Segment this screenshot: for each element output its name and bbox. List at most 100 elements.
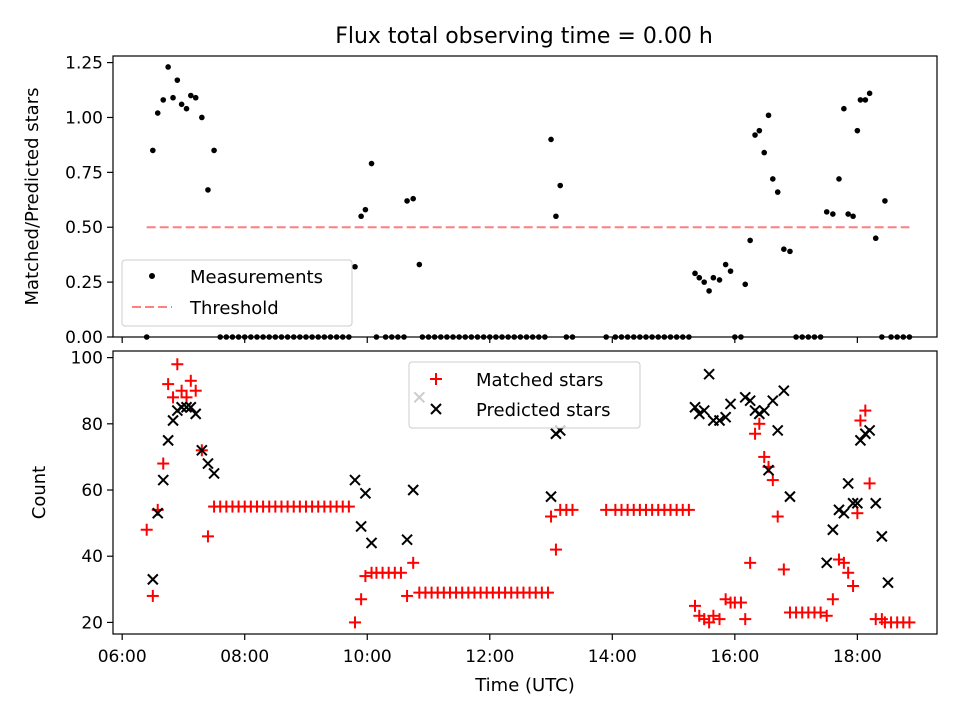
measurement-point [410,195,416,202]
measurement-point [183,105,190,112]
measurement-point [165,64,171,70]
matched-star-point [863,477,876,490]
predicted-star-point [739,391,751,404]
predicted-star-point [355,520,367,533]
matched-star-point [162,378,175,391]
measurement-point [742,281,749,288]
bottom-legend-box [408,361,641,429]
predicted-star-point [758,404,770,417]
measurement-point [722,261,729,268]
measurement-point [752,132,758,138]
top-panel: 0.00 0.25 0.50 0.75 1.00 1.25 Matched/Predict… [22,54,938,348]
bottom-panel: 20 40 60 80 100 06:00 08:00 10:00 12:00 14:00 16:… [29,349,938,696]
matched-star-point [348,616,361,629]
predicted-star-point [713,414,726,427]
predicted-star-point [876,530,888,543]
matched-star-point [777,563,790,576]
legend-matched-label: Matched stars [476,370,603,391]
matched-star-point [820,609,833,622]
matched-star-point [859,404,872,417]
matched-star-point [157,457,170,470]
measurement-point [404,198,410,204]
predicted-star-point [359,487,372,500]
matched-star-point [394,566,407,579]
measurement-point [854,127,861,134]
matched-star-point [682,503,695,516]
matched-star-point [342,500,355,513]
top-y-tick-label: 1.25 [65,54,103,74]
predicted-star-point [196,444,208,457]
measurement-point [362,206,369,213]
matched-star-point [854,414,867,427]
measurement-point [765,112,772,119]
matched-star-point [175,384,188,397]
predicted-star-point [827,524,839,536]
matched-star-point [753,417,766,430]
predicted-star-point [851,497,864,509]
measurement-point [845,211,851,217]
matched-star-point [766,474,779,487]
predicted-star-point [208,467,220,480]
measurement-point [774,189,781,195]
bottom-panel-marks [140,358,916,629]
predicted-star-point [545,490,557,503]
measurement-point [836,176,842,182]
matched-star-point [541,586,554,599]
measurement-point [761,149,768,156]
x-axis-label: Time (UTC) [474,675,575,696]
measurement-point [787,248,793,255]
matched-star-point [171,358,184,371]
measurement-point [830,211,836,217]
predicted-star-point [821,557,833,569]
matched-star-point [851,507,864,520]
predicted-star-point [698,404,710,417]
matched-star-point [359,570,372,583]
measurement-point [192,94,199,101]
predicted-star-point [365,537,378,549]
top-y-axis-label: Matched/Predicted stars [22,88,43,306]
top-legend-box [121,259,353,327]
measurement-point [770,176,776,182]
predicted-star-point [349,474,361,486]
matched-star-point [180,391,193,404]
predicted-star-point [863,424,876,437]
matched-star-point [758,450,771,463]
predicted-star-point [784,490,796,503]
measurement-point [178,101,185,108]
measurement-point [160,97,167,103]
predicted-star-point [762,464,775,476]
measurement-point [211,147,217,154]
top-panel-frame [112,55,938,338]
legend-measurements-label: Measurements [190,267,323,288]
bottom-y-tick-label: 20 [81,613,103,633]
predicted-star-point [407,484,419,496]
measurement-point [154,110,161,116]
top-panel-marks [143,64,913,340]
predicted-star-point [157,474,169,486]
matched-star-point [401,589,414,602]
matched-star-point [744,556,757,569]
measurement-point [358,213,364,220]
measurement-point [706,288,712,294]
measurement-point [416,261,423,268]
bottom-y-ticks: 20 40 60 80 100 [71,349,113,633]
predicted-star-point [842,477,854,490]
predicted-star-point [152,507,164,519]
measurement-point [553,213,559,220]
measurement-point [747,237,753,244]
bottom-x-ticks: 06:00 08:00 10:00 12:00 14:00 16:00 18:00 [98,634,882,667]
bottom-y-tick-label: 100 [71,349,103,369]
matched-star-point [549,543,562,556]
x-tick-label: 12:00 [465,647,514,667]
predicted-star-point [719,411,732,423]
measurement-point [701,279,707,285]
matched-star-point [545,510,558,523]
top-y-ticks: 0.00 0.25 0.50 0.75 1.00 1.25 [65,54,113,348]
predicted-star-point [703,368,715,380]
matched-star-point [842,566,855,579]
predicted-star-point [162,434,174,447]
x-tick-label: 10:00 [343,647,392,667]
measurement-point [781,246,787,252]
predicted-star-point [753,408,766,420]
measurement-point [557,182,564,189]
